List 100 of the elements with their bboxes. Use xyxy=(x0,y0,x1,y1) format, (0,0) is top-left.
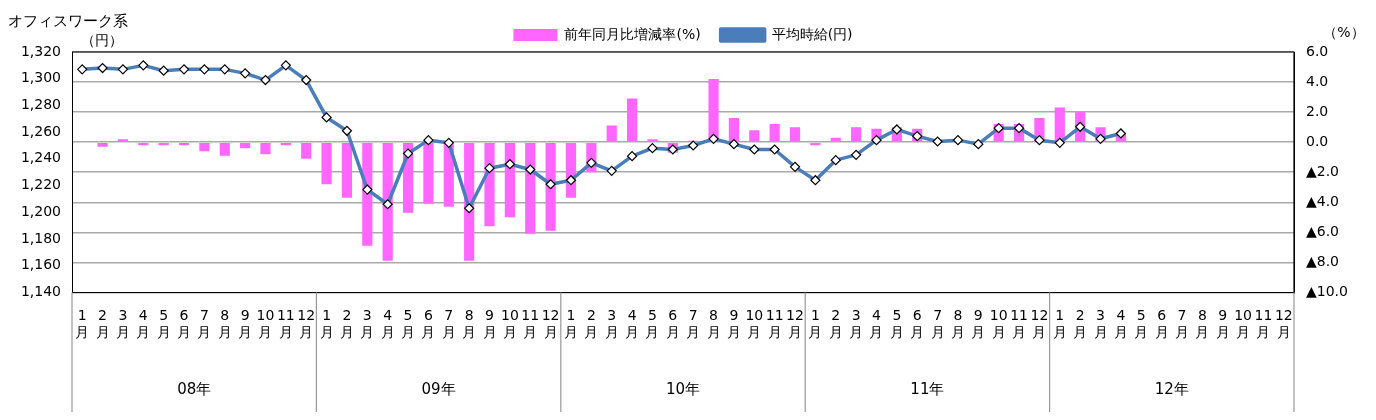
x-tick-label: 7月 xyxy=(197,307,212,341)
bar xyxy=(525,142,536,234)
x-tick-label: 8月 xyxy=(706,307,721,341)
x-tick-label: 8月 xyxy=(1195,307,1210,341)
x-tick-label: 1月 xyxy=(75,307,90,341)
x-tick-label: 2月 xyxy=(95,307,110,341)
x-tick-label: 7月 xyxy=(686,307,701,341)
text: 10年 xyxy=(665,379,701,398)
x-tick-label: 5月 xyxy=(1134,307,1149,341)
x-tick-label: 12月 xyxy=(541,307,560,341)
x-tick-label: 6月 xyxy=(177,307,192,341)
x-tick-label: 9月 xyxy=(238,307,253,341)
y-tick-label: 1,260 xyxy=(20,122,61,139)
bar xyxy=(545,142,556,231)
bar xyxy=(626,98,638,142)
x-tick-label: 8月 xyxy=(217,307,232,341)
bar xyxy=(341,142,353,198)
x-tick-label: 1月 xyxy=(319,307,334,341)
x-tick-label: 2月 xyxy=(1073,307,1088,341)
bar xyxy=(749,130,760,142)
y2-tick-label: ▲6.0 xyxy=(1306,222,1340,239)
x-tick-label: 12月 xyxy=(786,307,804,341)
legend-label: 平均時給(円) xyxy=(771,25,853,42)
bar xyxy=(606,125,617,142)
x-tick-label: 4月 xyxy=(625,307,640,341)
text: 12年 xyxy=(1154,379,1189,398)
bar xyxy=(728,118,740,142)
x-tick-label: 2月 xyxy=(339,307,354,341)
x-tick-label: 8月 xyxy=(462,307,477,341)
x-tick-label: 9月 xyxy=(726,307,741,341)
x-tick-label: 3月 xyxy=(115,307,130,341)
y-tick-label: 1,220 xyxy=(20,176,61,193)
x-tick-label: 6月 xyxy=(910,307,925,341)
x-tick-label: 2月 xyxy=(828,307,843,341)
bar xyxy=(1054,107,1065,142)
x-tick-label: 1月 xyxy=(563,307,578,341)
x-tick-label: 6月 xyxy=(665,307,680,341)
bar xyxy=(97,142,108,147)
x-tick-label: 10月 xyxy=(989,307,1008,341)
x-tick-label: 4月 xyxy=(136,307,151,341)
bar xyxy=(199,142,210,152)
x-tick-label: 6月 xyxy=(421,307,436,341)
x-tick-label: 3月 xyxy=(604,307,619,341)
x-tick-label: 10月 xyxy=(1234,307,1252,341)
y-tick-label: 1,180 xyxy=(20,229,61,246)
x-tick-label: 6月 xyxy=(1154,307,1169,341)
x-tick-label: 10月 xyxy=(256,307,275,341)
x-tick-label: 11月 xyxy=(521,307,540,341)
x-tick-label: 3月 xyxy=(360,307,375,341)
bar xyxy=(484,142,495,227)
bar xyxy=(382,142,393,261)
x-tick-label: 1月 xyxy=(808,307,823,341)
y2-tick-label: 4.0 xyxy=(1306,72,1329,89)
y-tick-label: 1,240 xyxy=(20,149,61,166)
legend-label: 前年同月比増減率(%) xyxy=(564,25,701,42)
y-tick-label: 1,200 xyxy=(20,202,61,219)
x-tick-label: 9月 xyxy=(1215,307,1230,341)
bar xyxy=(301,142,312,159)
x-tick-label: 3月 xyxy=(1093,307,1108,341)
y-axis-title: （円） xyxy=(81,31,123,48)
x-tick-label: 10月 xyxy=(745,307,764,341)
x-tick-label: 5月 xyxy=(401,307,416,341)
y-tick-label: 1,140 xyxy=(20,283,61,300)
y-tick-label: 1,300 xyxy=(20,69,61,86)
y2-tick-label: ▲10.0 xyxy=(1306,283,1348,300)
y2-tick-label: 0.0 xyxy=(1306,132,1329,149)
x-tick-label: 7月 xyxy=(441,307,456,341)
y-tick-label: 1,320 xyxy=(20,42,61,59)
y2-axis-title: （%） xyxy=(1323,23,1365,40)
bar xyxy=(260,142,271,155)
y-tick-label: 1,280 xyxy=(20,96,61,113)
x-tick-label: 5月 xyxy=(645,307,660,341)
text: 09年 xyxy=(421,379,456,398)
x-tick-label: 11月 xyxy=(765,307,784,341)
x-tick-label: 4月 xyxy=(869,307,884,341)
x-tick-label: 11月 xyxy=(276,307,295,341)
bar xyxy=(769,124,780,142)
x-tick-label: 12月 xyxy=(297,307,316,341)
x-tick-label: 5月 xyxy=(156,307,171,341)
y2-tick-label: 2.0 xyxy=(1306,102,1329,119)
text: 08年 xyxy=(177,379,212,398)
x-tick-label: 9月 xyxy=(971,307,986,341)
y2-tick-label: ▲8.0 xyxy=(1306,252,1340,269)
chart-title: オフィスワーク系 xyxy=(8,12,128,31)
x-tick-label: 5月 xyxy=(889,307,904,341)
x-tick-label: 4月 xyxy=(1113,307,1128,341)
y-tick-label: 1,160 xyxy=(20,256,61,273)
bar xyxy=(789,127,801,142)
bar xyxy=(851,127,862,142)
bar xyxy=(321,142,332,185)
bar xyxy=(647,139,658,142)
x-tick-label: 4月 xyxy=(380,307,395,341)
x-tick-label: 8月 xyxy=(950,307,965,341)
bar xyxy=(240,142,251,149)
x-tick-label: 11月 xyxy=(1010,307,1028,341)
x-tick-label: 3月 xyxy=(849,307,864,341)
x-tick-label: 12月 xyxy=(1274,307,1293,341)
x-tick-label: 11月 xyxy=(1254,307,1273,341)
x-tick-label: 7月 xyxy=(1174,307,1189,341)
x-tick-label: 7月 xyxy=(930,307,945,341)
